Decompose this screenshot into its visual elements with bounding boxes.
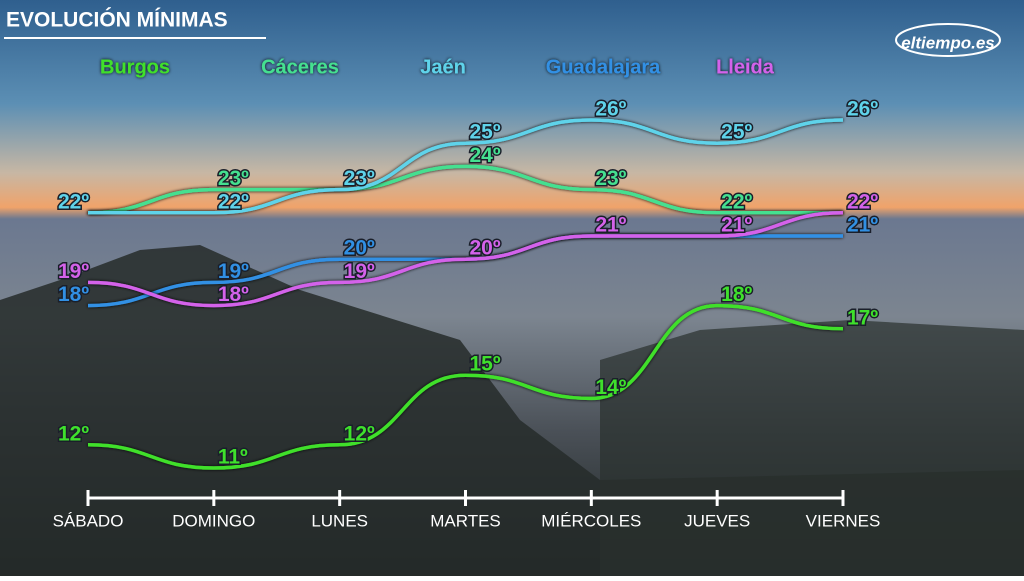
logo: eltiempo.es xyxy=(901,33,995,52)
chart-title: EVOLUCIÓN MÍNIMAS xyxy=(6,8,228,32)
data-label: 22º xyxy=(218,190,249,213)
data-label: 19º xyxy=(58,260,89,283)
data-label: 20º xyxy=(470,237,501,260)
data-label: 19º xyxy=(344,260,375,283)
data-label: 26º xyxy=(595,98,626,121)
legend-entry: Burgos xyxy=(100,56,170,78)
logo-cloud xyxy=(895,23,1001,57)
x-tick-label: JUEVES xyxy=(684,511,750,530)
data-label: 20º xyxy=(344,237,375,260)
data-label: 18º xyxy=(58,283,89,306)
series-line xyxy=(87,164,843,215)
data-label: 23º xyxy=(218,167,249,190)
data-label: 19º xyxy=(218,260,249,283)
data-label: 11º xyxy=(218,446,248,469)
data-label: 25º xyxy=(470,121,501,144)
mountain xyxy=(600,320,1024,576)
data-label: 15º xyxy=(470,353,501,376)
data-label: 22º xyxy=(847,190,878,213)
series-line xyxy=(87,211,844,308)
data-label: 18º xyxy=(218,283,249,306)
data-label: 23º xyxy=(344,167,375,190)
x-tick-label: SÁBADO xyxy=(53,511,124,530)
x-tick-label: LUNES xyxy=(311,511,368,530)
data-label: 26º xyxy=(847,98,878,121)
data-label: 12º xyxy=(58,422,89,445)
data-label: 14º xyxy=(595,376,626,399)
series-line xyxy=(87,303,844,470)
legend-entry: Jaén xyxy=(420,56,466,78)
data-label: 21º xyxy=(595,214,626,237)
data-label: 25º xyxy=(721,121,752,144)
data-label: 24º xyxy=(470,144,501,167)
data-label: 17º xyxy=(847,306,878,329)
data-label: 18º xyxy=(721,283,752,306)
series-line xyxy=(87,118,844,215)
legend-entry: Guadalajara xyxy=(546,56,661,78)
x-tick-label: MARTES xyxy=(430,511,501,530)
data-label: 21º xyxy=(721,214,752,237)
data-label: 12º xyxy=(344,422,375,445)
data-label: 22º xyxy=(58,190,89,213)
legend-entry: Cáceres xyxy=(261,56,339,78)
x-tick-label: MIÉRCOLES xyxy=(541,511,641,530)
data-label: 23º xyxy=(595,167,626,190)
legend-entry: Lleida xyxy=(716,56,775,78)
x-tick-label: VIERNES xyxy=(806,511,881,530)
data-label: 22º xyxy=(721,190,752,213)
data-label: 21º xyxy=(847,214,878,237)
x-tick-label: DOMINGO xyxy=(172,511,255,530)
